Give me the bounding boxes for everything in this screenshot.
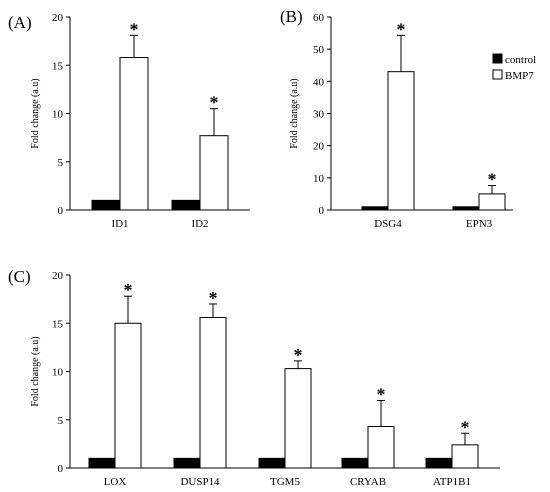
panel-label: (A) — [8, 13, 32, 32]
legend-swatch-bmp7 — [492, 69, 503, 80]
x-tick-label: ID2 — [191, 218, 208, 230]
y-tick-label: 5 — [58, 415, 64, 427]
y-tick-label: 15 — [52, 60, 64, 72]
legend-label-bmp7: BMP7 — [505, 70, 534, 82]
y-tick-label: 10 — [313, 173, 325, 185]
significance-star: * — [461, 417, 470, 437]
bar-control — [88, 457, 116, 469]
bar-control — [361, 206, 389, 211]
y-tick-label: 10 — [52, 367, 64, 379]
significance-star: * — [210, 93, 219, 113]
bar-bmp7 — [199, 316, 227, 469]
y-tick-label: 0 — [58, 205, 64, 217]
chart-panel-1: (A) 0 5 10 15 20 Fold change (a.u) * ID1 * ID2 — [8, 12, 250, 230]
x-tick-label: ATP1B1 — [433, 476, 471, 488]
significance-star: * — [124, 280, 133, 300]
y-tick-label: 10 — [52, 109, 64, 121]
bar-bmp7 — [284, 368, 312, 469]
bar-bmp7 — [478, 193, 506, 211]
y-tick-label: 20 — [52, 12, 64, 24]
y-tick-label: 15 — [52, 318, 64, 330]
significance-star: * — [130, 19, 139, 39]
bar-bmp7 — [114, 322, 142, 469]
x-tick-label: EPN3 — [466, 218, 493, 230]
significance-star: * — [397, 19, 406, 39]
y-axis-label: Fold change (a.u) — [30, 78, 41, 148]
bar-bmp7 — [119, 57, 149, 211]
bar-control — [91, 199, 121, 211]
y-tick-label: 60 — [313, 12, 325, 24]
chart-panel-3: (C) 0 5 10 15 20 Fold change (a.u) * LOX * DUSP14 *… — [8, 267, 500, 488]
bar-bmp7 — [451, 444, 479, 469]
x-tick-label: TGM5 — [270, 476, 300, 488]
panel-label: (C) — [8, 267, 31, 286]
bar-bmp7 — [367, 426, 395, 469]
panel-label: (B) — [280, 7, 303, 26]
y-tick-label: 20 — [313, 141, 325, 153]
bar-control — [173, 457, 201, 469]
bar-control — [258, 457, 286, 469]
y-axis-label: Fold change (a.u) — [30, 336, 41, 406]
chart-panel-2: (B) 0 10 20 30 40 50 60 Fold change (a.u) * DSG4 * E… — [280, 7, 513, 230]
y-tick-label: 40 — [313, 76, 325, 88]
y-axis-label: Fold change (a.u) — [289, 78, 300, 148]
bar-bmp7 — [387, 71, 415, 211]
y-tick-label: 50 — [313, 44, 325, 56]
y-tick-label: 0 — [319, 205, 325, 217]
bar-control — [425, 457, 453, 469]
x-tick-label: CRYAB — [350, 476, 386, 488]
x-tick-label: DUSP14 — [180, 476, 220, 488]
y-tick-label: 30 — [313, 109, 325, 121]
bar-control — [341, 457, 369, 469]
bar-control — [452, 206, 480, 211]
y-tick-label: 20 — [52, 270, 64, 282]
bar-bmp7 — [199, 135, 229, 211]
bar-control — [171, 199, 201, 211]
legend-swatch-control — [492, 53, 503, 64]
significance-star: * — [294, 345, 303, 365]
x-tick-label: DSG4 — [374, 218, 402, 230]
significance-star: * — [209, 288, 218, 308]
legend: control BMP7 — [492, 53, 536, 82]
y-tick-label: 0 — [58, 463, 64, 475]
legend-label-control: control — [505, 54, 536, 66]
significance-star: * — [488, 170, 497, 190]
significance-star: * — [377, 384, 386, 404]
x-tick-label: ID1 — [111, 218, 128, 230]
x-tick-label: LOX — [104, 476, 127, 488]
y-tick-label: 5 — [58, 157, 64, 169]
